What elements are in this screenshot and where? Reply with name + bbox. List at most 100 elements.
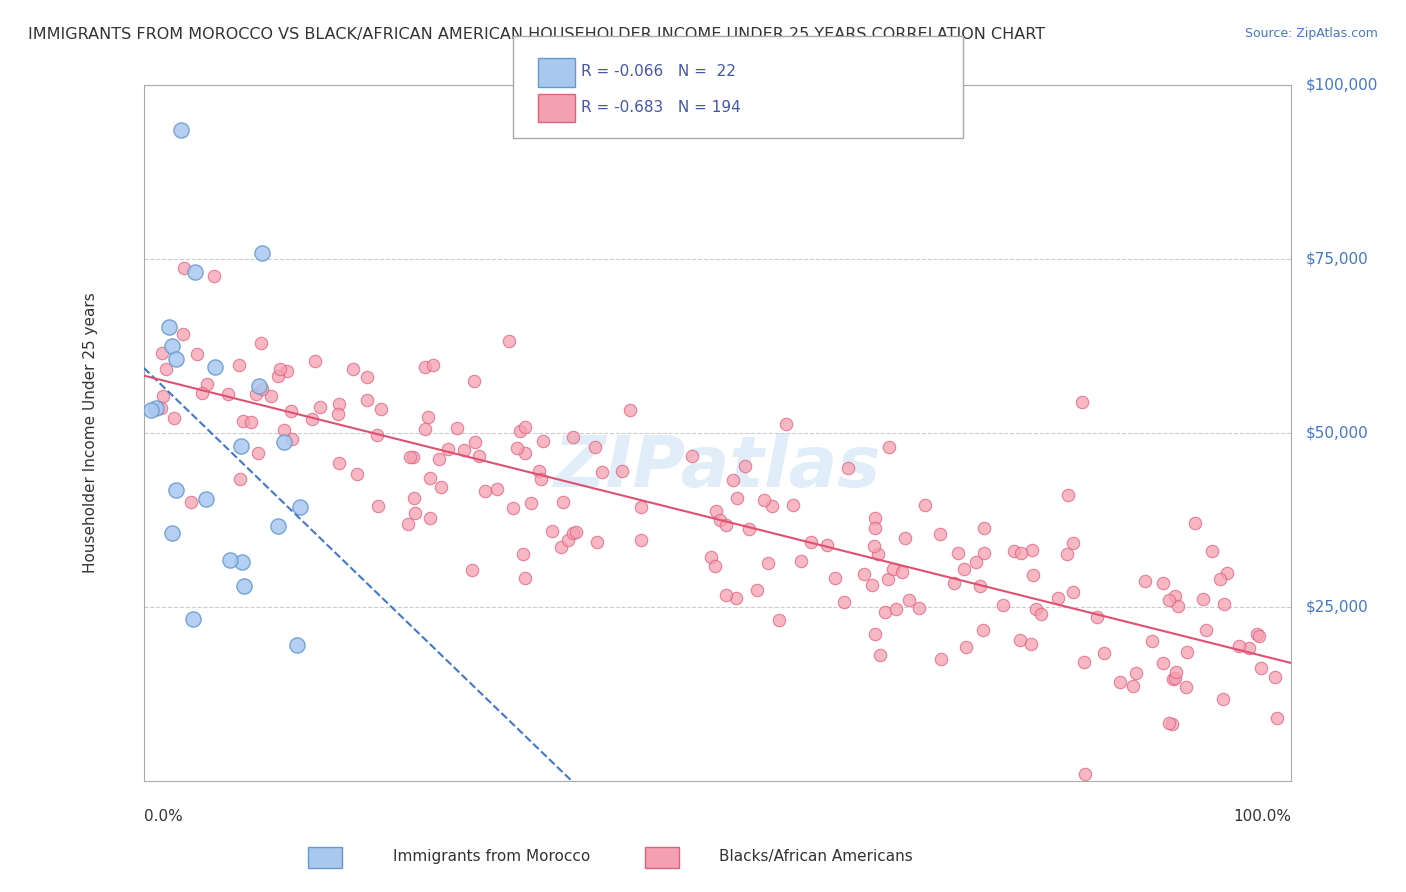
Blacks/African Americans (716, 588, 738, 602)
Blacks/African Americans (706, 504, 728, 518)
Blacks/African Americans (943, 576, 966, 591)
Blacks/African Americans (529, 472, 551, 486)
Blacks/African Americans (232, 414, 254, 428)
Blacks/African Americans (512, 547, 534, 561)
Blacks/African Americans (862, 539, 884, 553)
Blacks/African Americans (276, 364, 298, 378)
Blacks/African Americans (326, 407, 349, 421)
Blacks/African Americans (1163, 671, 1185, 685)
Blacks/African Americans (180, 495, 202, 509)
Blacks/African Americans (172, 326, 194, 341)
Blacks/African Americans (834, 594, 856, 608)
Blacks/African Americans (468, 450, 491, 464)
Blacks/African Americans (1167, 599, 1189, 613)
Blacks/African Americans (877, 440, 900, 454)
Blacks/African Americans (1175, 680, 1198, 694)
Text: $75,000: $75,000 (1305, 252, 1368, 267)
Immigrants from Morocco (184, 265, 207, 279)
Blacks/African Americans (150, 401, 173, 415)
Blacks/African Americans (1215, 566, 1237, 580)
Blacks/African Americans (370, 402, 392, 417)
Blacks/African Americans (422, 359, 444, 373)
Immigrants from Morocco (231, 555, 253, 569)
Blacks/African Americans (367, 500, 389, 514)
Blacks/African Americans (474, 483, 496, 498)
Immigrants from Morocco (170, 123, 193, 137)
Blacks/African Americans (877, 572, 900, 586)
Blacks/African Americans (1184, 516, 1206, 530)
Blacks/African Americans (396, 517, 419, 532)
Blacks/African Americans (583, 440, 606, 454)
Blacks/African Americans (453, 443, 475, 458)
Blacks/African Americans (186, 347, 208, 361)
Blacks/African Americans (1246, 627, 1268, 641)
Text: Blacks/African Americans: Blacks/African Americans (718, 849, 912, 863)
Blacks/African Americans (891, 565, 914, 579)
Blacks/African Americans (437, 442, 460, 457)
Blacks/African Americans (228, 359, 250, 373)
Blacks/African Americans (346, 467, 368, 482)
Blacks/African Americans (724, 591, 747, 605)
Blacks/African Americans (1092, 646, 1115, 660)
Blacks/African Americans (700, 549, 723, 564)
Blacks/African Americans (509, 425, 531, 439)
Blacks/African Americans (630, 500, 652, 515)
Blacks/African Americans (342, 362, 364, 376)
Immigrants from Morocco (273, 434, 295, 449)
Blacks/African Americans (245, 387, 267, 401)
Immigrants from Morocco (165, 352, 187, 367)
Blacks/African Americans (502, 501, 524, 516)
Blacks/African Americans (280, 404, 302, 418)
Blacks/African Americans (863, 626, 886, 640)
Blacks/African Americans (800, 534, 823, 549)
Immigrants from Morocco (247, 379, 270, 393)
Blacks/African Americans (1002, 543, 1025, 558)
Blacks/African Americans (565, 525, 588, 540)
Blacks/African Americans (269, 362, 291, 376)
Blacks/African Americans (1212, 597, 1234, 611)
Blacks/African Americans (973, 546, 995, 560)
Blacks/African Americans (734, 458, 756, 473)
Blacks/African Americans (1085, 610, 1108, 624)
Blacks/African Americans (1265, 711, 1288, 725)
Blacks/African Americans (965, 555, 987, 569)
Immigrants from Morocco (195, 491, 218, 506)
Blacks/African Americans (969, 579, 991, 593)
Blacks/African Americans (898, 593, 921, 607)
Blacks/African Americans (1122, 679, 1144, 693)
Blacks/African Americans (195, 376, 218, 391)
Blacks/African Americans (1208, 572, 1230, 586)
Blacks/African Americans (993, 598, 1015, 612)
Blacks/African Americans (815, 538, 838, 552)
Blacks/African Americans (1161, 716, 1184, 731)
Blacks/African Americans (1175, 644, 1198, 658)
Blacks/African Americans (356, 393, 378, 408)
Text: $50,000: $50,000 (1305, 425, 1368, 441)
Immigrants from Morocco (267, 519, 290, 533)
Text: 0.0%: 0.0% (143, 809, 183, 824)
Blacks/African Americans (1227, 639, 1250, 653)
Blacks/African Americans (531, 434, 554, 448)
Blacks/African Americans (1135, 574, 1157, 589)
Blacks/African Americans (557, 533, 579, 548)
Blacks/African Americans (630, 533, 652, 548)
Blacks/African Americans (1125, 666, 1147, 681)
Immigrants from Morocco (285, 638, 308, 652)
Blacks/African Americans (155, 362, 177, 376)
Blacks/African Americans (1249, 629, 1271, 643)
Blacks/African Americans (513, 446, 536, 460)
Text: IMMIGRANTS FROM MOROCCO VS BLACK/AFRICAN AMERICAN HOUSEHOLDER INCOME UNDER 25 YE: IMMIGRANTS FROM MOROCCO VS BLACK/AFRICAN… (28, 27, 1045, 42)
Blacks/African Americans (250, 382, 273, 396)
Blacks/African Americans (1057, 488, 1080, 502)
Blacks/African Americans (1021, 543, 1043, 558)
Blacks/African Americans (267, 369, 290, 384)
Blacks/African Americans (1008, 633, 1031, 648)
Blacks/African Americans (972, 623, 994, 637)
Blacks/African Americans (1073, 655, 1095, 669)
Blacks/African Americans (1063, 584, 1085, 599)
Blacks/African Americans (1140, 634, 1163, 648)
Blacks/African Americans (745, 582, 768, 597)
Blacks/African Americans (1025, 601, 1047, 615)
Blacks/African Americans (239, 416, 262, 430)
Blacks/African Americans (163, 411, 186, 425)
